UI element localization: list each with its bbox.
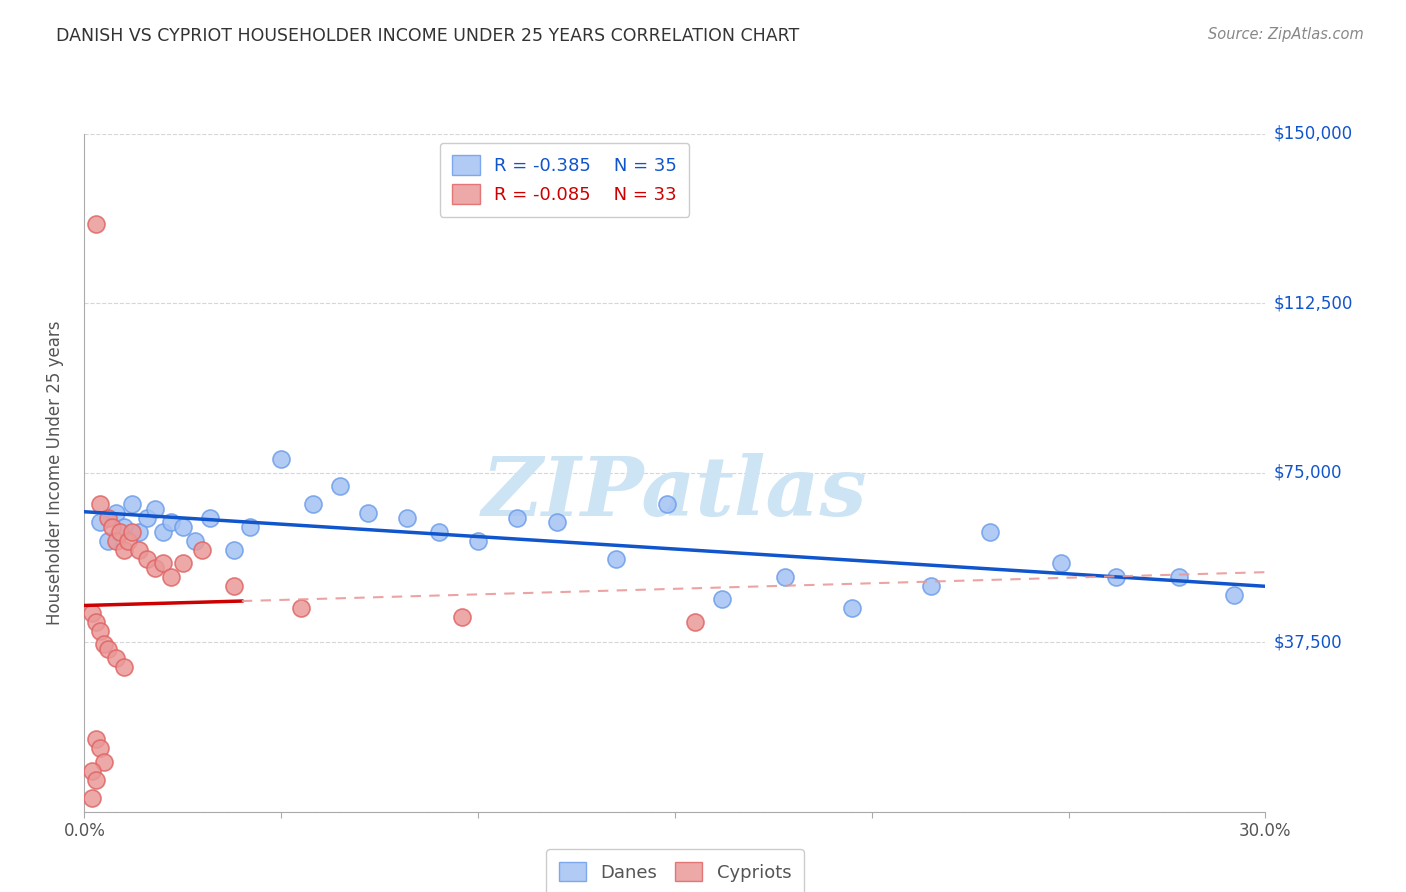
Point — [89, 624, 111, 638]
Point — [270, 452, 292, 467]
Point — [506, 511, 529, 525]
Point — [112, 520, 135, 534]
Point — [1223, 588, 1246, 602]
Point — [104, 533, 127, 548]
Point — [200, 511, 222, 525]
Text: $75,000: $75,000 — [1274, 464, 1343, 482]
Point — [467, 533, 489, 548]
Point — [128, 542, 150, 557]
Point — [143, 560, 166, 574]
Point — [1167, 570, 1189, 584]
Point — [97, 642, 120, 657]
Point — [121, 524, 143, 539]
Point — [301, 497, 323, 511]
Point — [112, 542, 135, 557]
Point — [143, 502, 166, 516]
Point — [160, 516, 183, 530]
Point — [451, 610, 474, 624]
Point — [82, 606, 104, 620]
Text: Source: ZipAtlas.com: Source: ZipAtlas.com — [1208, 27, 1364, 42]
Point — [82, 764, 104, 778]
Point — [329, 479, 352, 493]
Point — [93, 638, 115, 652]
Point — [427, 524, 450, 539]
Point — [89, 741, 111, 756]
Y-axis label: Householder Income Under 25 years: Householder Income Under 25 years — [45, 320, 63, 625]
Point — [841, 601, 863, 615]
Legend: Danes, Cypriots: Danes, Cypriots — [546, 849, 804, 892]
Point — [357, 507, 380, 521]
Point — [183, 533, 205, 548]
Point — [84, 615, 107, 629]
Point — [82, 791, 104, 805]
Point — [773, 570, 796, 584]
Point — [84, 217, 107, 231]
Point — [222, 579, 245, 593]
Text: $112,500: $112,500 — [1274, 294, 1353, 312]
Text: DANISH VS CYPRIOT HOUSEHOLDER INCOME UNDER 25 YEARS CORRELATION CHART: DANISH VS CYPRIOT HOUSEHOLDER INCOME UND… — [56, 27, 800, 45]
Point — [979, 524, 1001, 539]
Point — [97, 533, 120, 548]
Point — [104, 507, 127, 521]
Point — [112, 660, 135, 674]
Point — [172, 556, 194, 570]
Point — [290, 601, 312, 615]
Point — [101, 520, 124, 534]
Point — [396, 511, 419, 525]
Point — [136, 511, 159, 525]
Point — [136, 551, 159, 566]
Point — [152, 556, 174, 570]
Point — [89, 516, 111, 530]
Point — [605, 551, 627, 566]
Point — [152, 524, 174, 539]
Text: ZIPatlas: ZIPatlas — [482, 453, 868, 533]
Point — [89, 497, 111, 511]
Text: $37,500: $37,500 — [1274, 633, 1343, 651]
Point — [117, 533, 139, 548]
Point — [222, 542, 245, 557]
Text: $150,000: $150,000 — [1274, 125, 1353, 143]
Point — [97, 511, 120, 525]
Point — [104, 651, 127, 665]
Point — [108, 524, 131, 539]
Point — [1105, 570, 1128, 584]
Point — [711, 592, 734, 607]
Point — [1049, 556, 1071, 570]
Point — [160, 570, 183, 584]
Point — [655, 497, 678, 511]
Point — [121, 497, 143, 511]
Point — [84, 732, 107, 747]
Point — [128, 524, 150, 539]
Point — [172, 520, 194, 534]
Point — [93, 755, 115, 769]
Point — [239, 520, 262, 534]
Point — [84, 773, 107, 788]
Point — [683, 615, 706, 629]
Point — [920, 579, 942, 593]
Point — [191, 542, 214, 557]
Point — [546, 516, 568, 530]
